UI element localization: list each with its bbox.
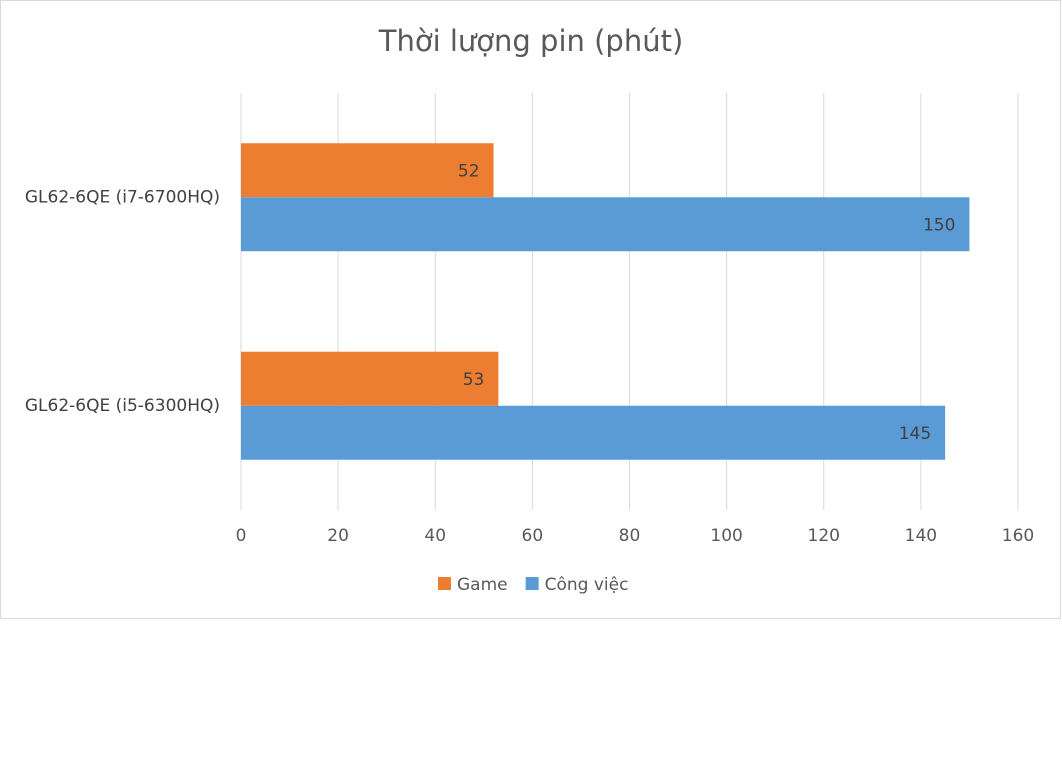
bar — [241, 143, 494, 198]
x-tick-label: 40 — [424, 526, 446, 546]
x-tick-label: 20 — [327, 526, 349, 546]
chart-frame — [0, 0, 1061, 619]
data-label: 53 — [463, 370, 485, 390]
x-tick-label: 80 — [619, 526, 641, 546]
x-tick-label: 100 — [710, 526, 742, 546]
x-tick-label: 120 — [808, 526, 840, 546]
bar — [241, 197, 970, 252]
y-tick-label: GL62-6QE (i7-6700HQ) — [25, 187, 220, 207]
x-tick-label: 140 — [905, 526, 937, 546]
legend-swatch — [438, 577, 451, 590]
legend-swatch — [525, 577, 539, 590]
x-tick-label: 60 — [522, 526, 544, 546]
legend-label: Game — [457, 575, 508, 595]
bar — [241, 405, 946, 460]
data-label: 145 — [899, 424, 931, 444]
chart-title: Thời lượng pin (phút) — [378, 24, 684, 58]
x-tick-label: 0 — [236, 526, 247, 546]
data-label: 150 — [923, 215, 955, 235]
bar — [241, 351, 499, 406]
y-tick-label: GL62-6QE (i5-6300HQ) — [25, 396, 220, 416]
legend-label: Công việc — [545, 575, 629, 595]
data-label: 52 — [458, 161, 480, 181]
x-tick-label: 160 — [1002, 526, 1034, 546]
